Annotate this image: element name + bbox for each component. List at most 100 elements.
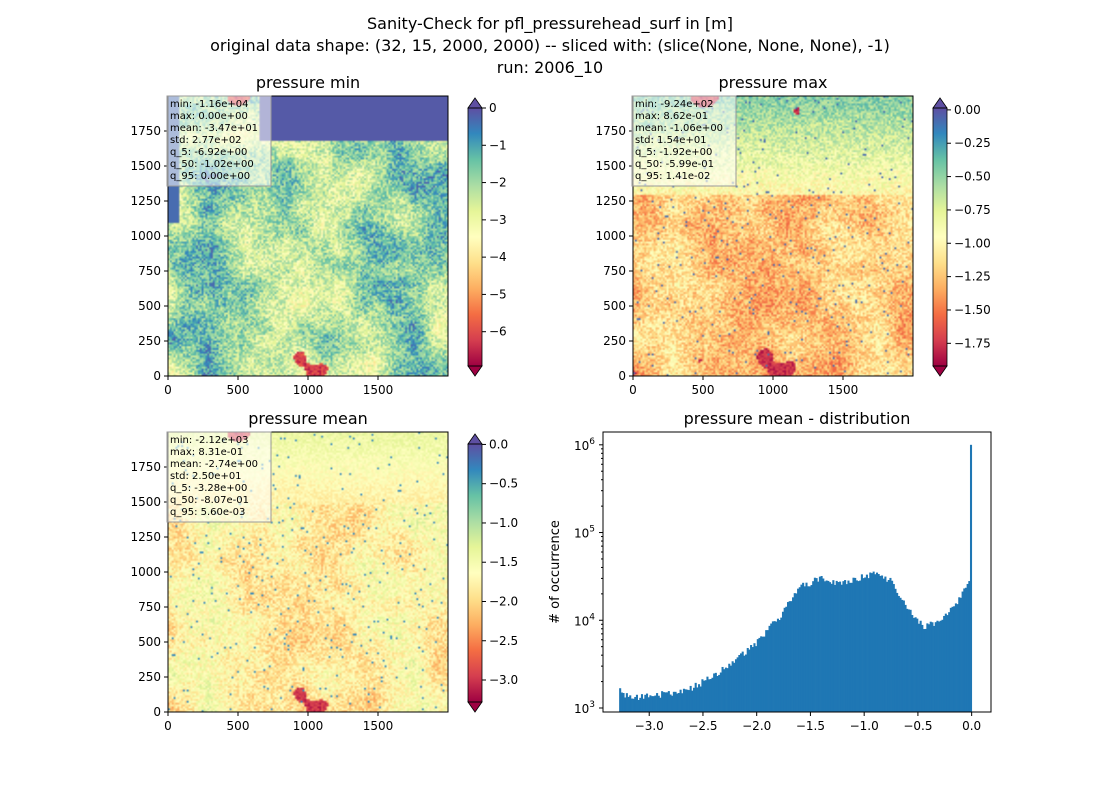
histogram-bar <box>872 571 875 712</box>
histogram-bar <box>934 622 937 712</box>
histogram-bar <box>956 604 959 712</box>
colorbar: 0.00 −0.25 −0.50 −0.75 −1.00 −1.25 −1.50 −1.75 <box>932 97 991 377</box>
histogram-bar <box>778 620 781 712</box>
colorbar-tick-label: −3.0 <box>489 673 518 687</box>
x-tick-label: 500 <box>227 719 250 733</box>
histogram-bar <box>644 694 647 712</box>
histogram-bar <box>889 577 892 712</box>
histogram-bar <box>716 676 719 712</box>
x-tick-label: 0 <box>164 383 172 397</box>
x-tick-label: 0 <box>629 383 637 397</box>
histogram-bar <box>867 578 870 712</box>
histogram-bar <box>679 689 682 712</box>
stats-line: std: 1.54e+01 <box>635 135 707 146</box>
stats-line: max: 8.62e-01 <box>635 111 708 122</box>
colorbar: 0 −1 −2 −3 −4 −5 −6 <box>467 97 507 377</box>
figure-title-line-2: original data shape: (32, 15, 2000, 2000… <box>210 36 890 55</box>
panel-pressure-max: pressure max 0 500 1000 1500 0 250 500 750 1000 1… <box>595 73 990 397</box>
x-tick-label: −2.5 <box>688 719 717 733</box>
histogram-bar <box>850 582 853 712</box>
histogram-bar <box>892 584 895 712</box>
colorbar-tick-label: −1.50 <box>954 303 991 317</box>
histogram-bar <box>761 636 764 712</box>
histogram-bar <box>657 695 660 712</box>
histogram-bar <box>776 618 780 712</box>
histogram-bar <box>699 686 702 712</box>
histogram-bar <box>917 623 921 712</box>
heatmap-axes: 0 500 1000 1500 0 250 500 750 1000 1250 1500 1750 <box>130 124 393 397</box>
histogram-bar <box>681 693 684 712</box>
histogram-bar <box>852 577 855 712</box>
histogram-bar <box>635 694 638 712</box>
stats-line: mean: -1.06e+00 <box>635 123 723 134</box>
histogram-bar <box>745 654 748 712</box>
histogram-bar <box>884 576 887 712</box>
histogram-bar <box>954 603 957 712</box>
y-tick-label: 1500 <box>595 159 626 173</box>
histogram-bar <box>629 695 632 712</box>
histogram-bar <box>630 698 633 712</box>
histogram-bar <box>964 587 968 712</box>
histogram-bar <box>721 666 724 712</box>
histogram-bar <box>959 597 962 712</box>
y-tick-label: 250 <box>138 334 161 348</box>
histogram-bar <box>902 600 905 712</box>
y-tick-label: 500 <box>138 635 161 649</box>
histogram-bar <box>647 697 650 712</box>
stats-line: min: -2.12e+03 <box>170 435 249 446</box>
histogram-bar <box>640 694 644 712</box>
colorbar-frame <box>932 107 948 367</box>
histogram-bar <box>669 694 672 712</box>
y-tick-label: 105 <box>574 525 595 541</box>
histogram-bar <box>877 574 880 712</box>
histogram-bar <box>896 592 899 712</box>
x-tick-label: 1000 <box>758 383 789 397</box>
histogram-bar <box>835 580 838 712</box>
histogram-bar <box>765 630 768 712</box>
histogram-bar <box>651 696 654 712</box>
stats-line: mean: -2.74e+00 <box>170 459 258 470</box>
histogram-bar <box>830 583 833 712</box>
y-tick-label: 0 <box>618 369 626 383</box>
colorbar-extend-bottom <box>932 365 948 377</box>
y-tick-label: 1500 <box>130 495 161 509</box>
stats-line: q_50: -8.07e-01 <box>170 495 249 506</box>
histogram-bar <box>881 575 884 712</box>
histogram-bar <box>674 691 677 712</box>
histogram-bar <box>672 691 675 712</box>
y-tick-label: 500 <box>138 299 161 313</box>
colorbar-frame <box>467 107 483 367</box>
histogram-bar <box>862 578 865 712</box>
histogram-bar <box>781 611 785 712</box>
histogram-bar <box>897 595 900 712</box>
x-tick-label: 1000 <box>293 383 324 397</box>
histogram-bar <box>756 639 759 712</box>
histogram-bar <box>808 586 811 712</box>
histogram-bar <box>632 698 635 712</box>
histogram-bar <box>887 579 890 712</box>
histogram-bar <box>828 582 832 712</box>
panel-title: pressure mean - distribution <box>684 409 911 428</box>
histogram-bar <box>639 697 642 712</box>
stats-box-background <box>631 95 737 187</box>
panel-title: pressure min <box>256 73 360 92</box>
histogram-bar <box>919 620 922 712</box>
histogram-bars <box>619 444 973 712</box>
histogram-bar <box>958 597 961 712</box>
stats-line: q_50: -5.99e-01 <box>635 159 714 170</box>
histogram-bar <box>755 646 758 712</box>
x-tick-label: −2.0 <box>742 719 771 733</box>
histogram-bar <box>768 625 771 712</box>
x-tick-label: 1000 <box>293 719 324 733</box>
histogram-bar <box>847 580 850 712</box>
histogram-bar <box>936 620 939 712</box>
histogram-bar <box>741 651 744 712</box>
histogram-bar <box>899 597 902 712</box>
histogram-bar <box>689 685 692 712</box>
colorbar-tick-label: −2.5 <box>489 634 518 648</box>
histogram-bar <box>966 583 969 712</box>
y-tick-label: 104 <box>574 612 595 628</box>
histogram-bar <box>622 692 625 712</box>
